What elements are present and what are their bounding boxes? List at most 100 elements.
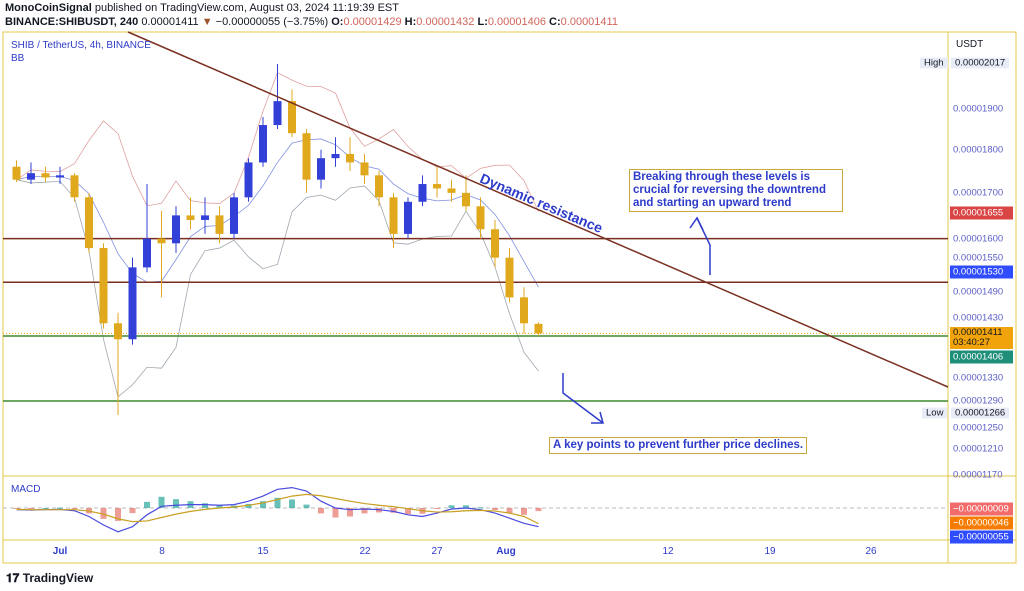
time-tick-label[interactable]: 8 (159, 546, 165, 557)
candle-body (404, 201, 412, 234)
macd-value-tag: −0.00000009 (950, 502, 1013, 516)
macd-histogram-bar (216, 505, 223, 508)
candle-body (476, 206, 485, 230)
chart-frame (2, 31, 1017, 564)
up-arrow-icon (696, 217, 711, 275)
candle-body (99, 248, 108, 324)
macd-histogram-bar (202, 503, 208, 508)
candle-body (27, 173, 35, 180)
support-note[interactable]: A key points to prevent further price de… (549, 437, 808, 454)
price-tick-label: 0.00001550 (953, 252, 1004, 263)
macd-histogram-bar (100, 508, 107, 519)
time-tick-label[interactable]: 26 (865, 546, 877, 557)
macd-histogram-bar (274, 497, 281, 508)
l-label: L: (477, 16, 488, 28)
time-tick-label[interactable]: 27 (431, 546, 443, 557)
down-arrow-icon (562, 373, 604, 424)
macd-histogram-bar (405, 508, 411, 515)
publisher: MonoCoinSignal (5, 2, 92, 14)
candle-body (433, 184, 441, 189)
time-tick-label[interactable]: 15 (257, 546, 269, 557)
macd-histogram-bar (318, 508, 324, 514)
candle-body (302, 133, 311, 180)
macd-histogram-bar (361, 508, 368, 514)
macd-histogram-bar (289, 499, 295, 508)
price-tick-label: 0.00001330 (953, 372, 1004, 384)
candle-body (41, 173, 50, 178)
macd-histogram-bar (477, 507, 484, 509)
macd-histogram-bar (13, 508, 20, 509)
tradingview-logo: 𝟏𝟕 TradingView (6, 571, 93, 586)
macd-histogram-bar (390, 508, 397, 513)
candle-body (520, 297, 528, 324)
high: 0.00001432 (416, 16, 475, 28)
candle-body (389, 197, 398, 234)
candle-body (346, 153, 354, 163)
close: 0.00001411 (560, 16, 618, 28)
symbol: BINANCE:SHIBUSDT, 240 (5, 16, 139, 28)
price-tick-label: 0.00001290 (953, 395, 1004, 407)
macd-histogram-bar (260, 501, 266, 508)
c-label: C: (549, 16, 561, 28)
bb-indicator-label[interactable]: BB (11, 53, 25, 64)
macd-value-tag: −0.00000055 (950, 530, 1013, 544)
candle-body (157, 238, 166, 244)
candle-body (505, 257, 514, 298)
candle-body (317, 158, 325, 180)
time-tick-label[interactable]: 12 (662, 546, 674, 557)
bar-countdown: 03:40:27 (953, 337, 990, 348)
h-label: H: (404, 16, 417, 28)
time-tick-label[interactable]: 22 (359, 546, 371, 557)
macd-histogram-bar (492, 508, 498, 511)
macd-indicator-label[interactable]: MACD (11, 484, 41, 495)
time-tick-label[interactable]: Aug (496, 546, 516, 557)
candle-body (143, 238, 151, 268)
low: 0.00001406 (487, 16, 546, 28)
price-tick-label: 0.00001170 (953, 469, 1003, 481)
candle-body (128, 267, 137, 340)
candle-body (360, 162, 369, 176)
candle-body (288, 101, 296, 134)
price-tick-label: 0.00001250 (953, 422, 1004, 434)
series-title[interactable]: SHIB / TetherUS, 4h, BINANCE (11, 40, 151, 51)
currency-label[interactable]: USDT (956, 39, 984, 50)
breakout-note[interactable]: Breaking through these levels is crucial… (629, 169, 843, 212)
macd-histogram-bar (535, 508, 542, 512)
chart-legend: SHIB / TetherUS, 4h, BINANCE BB (11, 39, 151, 65)
candle-body (259, 125, 267, 163)
macd-histogram-bar (303, 504, 310, 508)
candle-body (186, 215, 195, 220)
candle-body (331, 153, 340, 159)
price-tick-label: 0.00001600 (953, 233, 1004, 245)
up-arrow-head-icon (689, 216, 704, 231)
published-text: published on TradingView.com, August 03,… (94, 2, 399, 14)
high-label: High (920, 57, 948, 69)
price-tick-label: 0.00001430 (953, 312, 1004, 324)
macd-histogram-bar (448, 505, 455, 508)
last-price-value: 0.00001411 (953, 327, 1003, 338)
change: −0.00000055 (−3.75%) (215, 16, 329, 28)
bb-mid-band (16, 138, 539, 288)
macd-histogram-bar (245, 503, 252, 508)
candle-body (375, 175, 383, 198)
price-tick-label: 0.00001700 (953, 187, 1004, 199)
candle-body (447, 188, 456, 193)
macd-histogram-bar (521, 508, 527, 515)
price-tick-label: 0.00001490 (953, 286, 1004, 298)
candle-body (201, 215, 209, 220)
candle-body (215, 215, 224, 234)
down-triangle-icon: ▼ (201, 16, 213, 28)
price-tag: 0.00001530 (950, 265, 1013, 279)
dynamic-resistance-trendline (127, 31, 949, 388)
macd-histogram-bar (434, 508, 440, 510)
time-tick-label[interactable]: 19 (764, 546, 776, 557)
candle-body (273, 101, 282, 126)
open: 0.00001429 (343, 16, 402, 28)
price-tick-label: 0.00001210 (953, 443, 1004, 455)
macd-histogram-bar (158, 496, 165, 508)
price-tick-label: 0.00001800 (953, 144, 1004, 156)
low-value: 0.00001266 (951, 407, 1010, 419)
time-tick-label[interactable]: Jul (52, 546, 68, 557)
price-tag: 0.00001406 (950, 350, 1013, 364)
